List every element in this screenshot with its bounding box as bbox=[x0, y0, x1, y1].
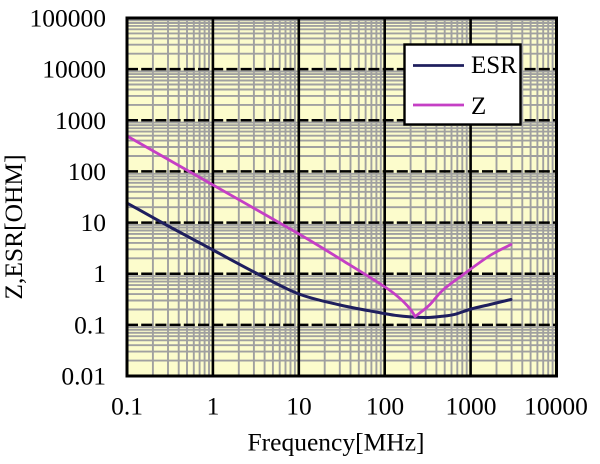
svg-text:10: 10 bbox=[81, 208, 107, 237]
svg-text:ESR: ESR bbox=[471, 52, 517, 79]
svg-text:0.1: 0.1 bbox=[74, 310, 106, 339]
svg-text:10000: 10000 bbox=[42, 55, 106, 84]
svg-text:100: 100 bbox=[68, 157, 106, 186]
svg-text:10000: 10000 bbox=[524, 392, 588, 421]
svg-text:10: 10 bbox=[286, 392, 312, 421]
svg-text:0.1: 0.1 bbox=[111, 392, 143, 421]
svg-text:1000: 1000 bbox=[55, 106, 106, 135]
svg-text:0.01: 0.01 bbox=[61, 362, 106, 391]
svg-text:100000: 100000 bbox=[30, 4, 107, 33]
svg-text:Z,ESR[OHM]: Z,ESR[OHM] bbox=[0, 154, 28, 299]
svg-text:1000: 1000 bbox=[446, 392, 497, 421]
svg-text:100: 100 bbox=[366, 392, 404, 421]
svg-text:1: 1 bbox=[93, 259, 106, 288]
svg-text:Frequency[MHz]: Frequency[MHz] bbox=[247, 428, 424, 457]
svg-text:1: 1 bbox=[207, 392, 220, 421]
svg-text:Z: Z bbox=[471, 93, 486, 120]
